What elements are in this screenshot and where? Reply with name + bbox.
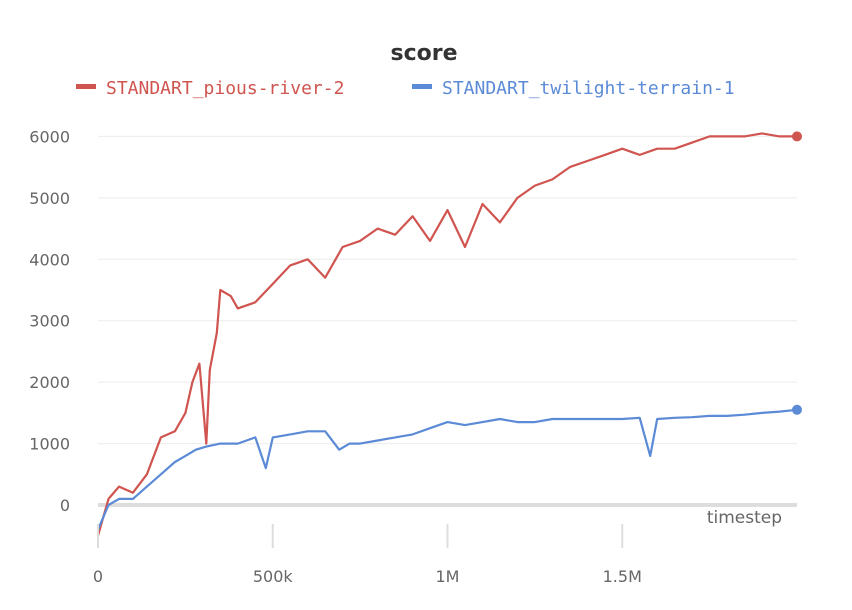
x-axis: 0 500k 1M 1.5M: [93, 524, 642, 586]
legend-label-series-2: STANDART_twilight-terrain-1: [442, 78, 735, 99]
y-tick-label: 2000: [29, 373, 70, 392]
x-tick-label: 1.5M: [603, 567, 642, 586]
series-line-1: [96, 132, 799, 537]
series-layer: [96, 131, 802, 537]
x-tick-label: 1M: [436, 567, 460, 586]
legend-swatch-series-2: [412, 84, 432, 89]
series-end-point-1: [792, 131, 802, 142]
y-tick-label: 4000: [29, 250, 70, 269]
x-tick-label: 0: [93, 567, 103, 586]
legend-swatch-series-1: [76, 84, 96, 89]
y-tick-label: 1000: [29, 435, 70, 454]
legend-label-series-1: STANDART_pious-river-2: [106, 78, 344, 99]
y-tick-label: 3000: [29, 312, 70, 331]
x-tick-label: 500k: [253, 567, 294, 586]
legend: STANDART_pious-river-2 STANDART_twilight…: [76, 78, 735, 99]
chart-title: score: [390, 41, 457, 66]
y-tick-label: 0: [60, 496, 70, 515]
series-line-2: [96, 408, 799, 531]
x-axis-label: timestep: [707, 508, 782, 528]
series-end-point-2: [792, 404, 802, 415]
y-axis: 0 1000 2000 3000 4000 5000 6000: [29, 127, 70, 515]
gridlines: [98, 135, 797, 445]
y-tick-label: 6000: [29, 127, 70, 146]
y-tick-label: 5000: [29, 189, 70, 208]
